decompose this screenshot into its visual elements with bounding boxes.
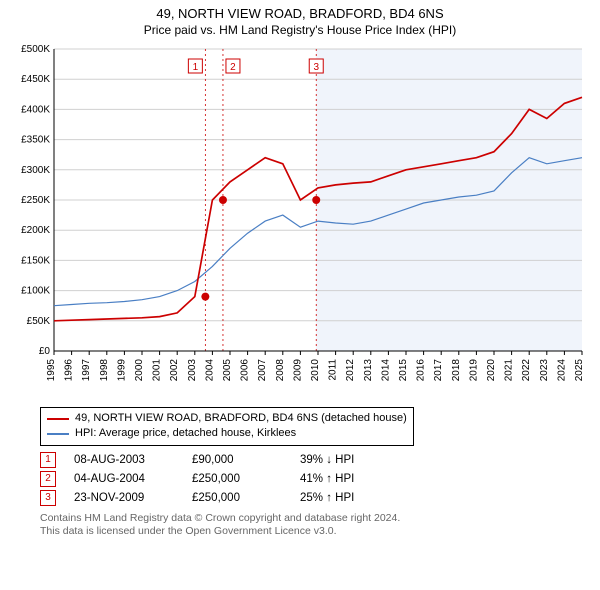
event-badge: 3 — [40, 490, 56, 506]
event-price: £90,000 — [192, 454, 282, 466]
event-price: £250,000 — [192, 473, 282, 485]
svg-text:2013: 2013 — [363, 358, 374, 381]
event-badge: 1 — [40, 452, 56, 468]
svg-text:1: 1 — [193, 62, 199, 73]
svg-text:1997: 1997 — [81, 358, 92, 381]
svg-text:£300K: £300K — [21, 165, 50, 176]
svg-text:2009: 2009 — [292, 358, 303, 381]
svg-text:2012: 2012 — [345, 358, 356, 381]
legend-row: 49, NORTH VIEW ROAD, BRADFORD, BD4 6NS (… — [47, 411, 407, 426]
svg-text:2014: 2014 — [380, 358, 391, 381]
svg-text:2019: 2019 — [468, 358, 479, 381]
chart-area: £0 £50K £100K £150K £200K £250K £300K £350K £400… — [10, 41, 590, 401]
svg-text:£100K: £100K — [21, 285, 50, 296]
line-chart-svg: £0 £50K £100K £150K £200K £250K £300K £350K £400… — [10, 41, 590, 401]
events-list: 1 08-AUG-2003 £90,000 39% ↓ HPI 2 04-AUG-2004… — [40, 452, 588, 506]
svg-text:2022: 2022 — [521, 358, 532, 381]
chart-title: 49, NORTH VIEW ROAD, BRADFORD, BD4 6NS — [0, 0, 600, 23]
svg-text:£50K: £50K — [27, 316, 51, 327]
svg-text:2023: 2023 — [539, 358, 550, 381]
svg-text:2000: 2000 — [134, 358, 145, 381]
legend-label: HPI: Average price, detached house, Kirk… — [75, 426, 296, 441]
event-date: 04-AUG-2004 — [74, 473, 174, 485]
legend-row: HPI: Average price, detached house, Kirk… — [47, 426, 407, 441]
svg-text:£150K: £150K — [21, 255, 50, 266]
svg-text:1996: 1996 — [64, 358, 75, 381]
event-row: 3 23-NOV-2009 £250,000 25% ↑ HPI — [40, 490, 588, 506]
svg-text:2015: 2015 — [398, 358, 409, 381]
svg-text:2007: 2007 — [257, 358, 268, 381]
svg-text:2025: 2025 — [574, 358, 585, 381]
svg-text:2011: 2011 — [328, 358, 339, 380]
svg-text:2: 2 — [230, 62, 236, 73]
svg-text:£200K: £200K — [21, 225, 50, 236]
footer-line-1: Contains HM Land Registry data © Crown c… — [40, 512, 588, 526]
svg-text:2003: 2003 — [187, 358, 198, 381]
event-delta: 39% ↓ HPI — [300, 454, 354, 466]
legend-swatch — [47, 418, 69, 420]
legend-box: 49, NORTH VIEW ROAD, BRADFORD, BD4 6NS (… — [40, 407, 414, 446]
svg-text:2017: 2017 — [433, 358, 444, 381]
svg-text:2024: 2024 — [556, 358, 567, 381]
svg-text:2018: 2018 — [451, 358, 462, 381]
legend-label: 49, NORTH VIEW ROAD, BRADFORD, BD4 6NS (… — [75, 411, 407, 426]
legend-swatch — [47, 433, 69, 435]
svg-text:1999: 1999 — [116, 358, 127, 381]
svg-text:£350K: £350K — [21, 134, 50, 145]
svg-text:£450K: £450K — [21, 74, 50, 85]
svg-text:£250K: £250K — [21, 195, 50, 206]
event-row: 1 08-AUG-2003 £90,000 39% ↓ HPI — [40, 452, 588, 468]
svg-text:3: 3 — [313, 62, 319, 73]
svg-text:2004: 2004 — [204, 358, 215, 381]
svg-text:2001: 2001 — [152, 358, 163, 381]
svg-text:1998: 1998 — [99, 358, 110, 381]
event-row: 2 04-AUG-2004 £250,000 41% ↑ HPI — [40, 471, 588, 487]
svg-text:£0: £0 — [39, 346, 51, 357]
svg-text:2020: 2020 — [486, 358, 497, 381]
svg-text:£500K: £500K — [21, 44, 50, 55]
svg-text:2002: 2002 — [169, 358, 180, 381]
event-delta: 41% ↑ HPI — [300, 473, 354, 485]
svg-text:2021: 2021 — [504, 358, 515, 381]
svg-text:2016: 2016 — [416, 358, 427, 381]
svg-text:2006: 2006 — [240, 358, 251, 381]
svg-text:£400K: £400K — [21, 104, 50, 115]
event-date: 08-AUG-2003 — [74, 454, 174, 466]
svg-text:2010: 2010 — [310, 358, 321, 381]
event-badge: 2 — [40, 471, 56, 487]
svg-text:2008: 2008 — [275, 358, 286, 381]
footer-attribution: Contains HM Land Registry data © Crown c… — [40, 512, 588, 539]
event-delta: 25% ↑ HPI — [300, 492, 354, 504]
event-price: £250,000 — [192, 492, 282, 504]
chart-subtitle: Price paid vs. HM Land Registry's House … — [0, 23, 600, 41]
svg-text:2005: 2005 — [222, 358, 233, 381]
svg-text:1995: 1995 — [46, 358, 57, 381]
footer-line-2: This data is licensed under the Open Gov… — [40, 525, 588, 539]
event-date: 23-NOV-2009 — [74, 492, 174, 504]
